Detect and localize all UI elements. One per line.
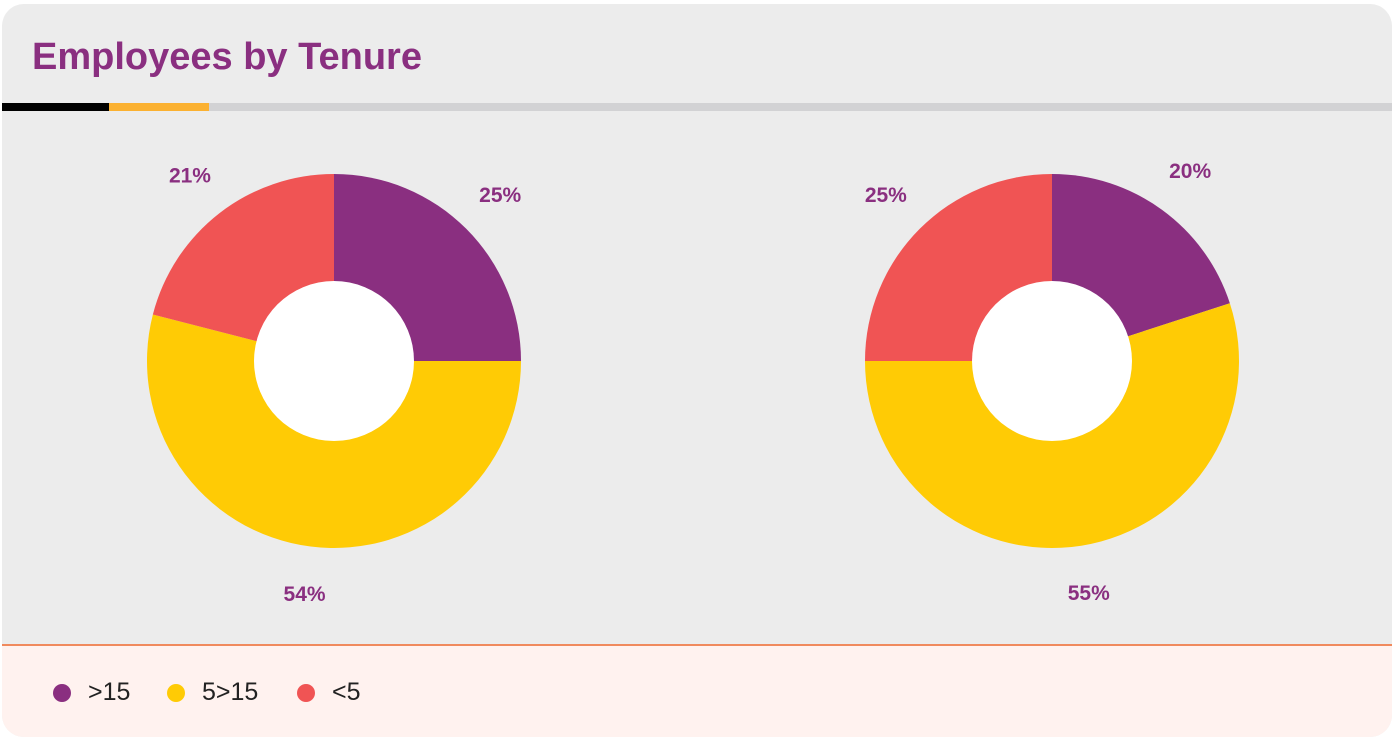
- chart-card: Employees by Tenure 25% 54% 21% 20% 55% 25% >…: [2, 4, 1392, 737]
- donut-hole: [254, 281, 414, 441]
- data-label: 21%: [169, 164, 211, 187]
- legend-label: >15: [88, 678, 131, 706]
- donut-charts: 25% 54% 21% 20% 55% 25%: [146, 160, 1239, 606]
- legend-item-5to15: 5>15: [167, 678, 258, 707]
- accent-bar-black: [2, 103, 109, 111]
- legend-item-gt15: >15: [53, 678, 130, 707]
- donut-hole: [972, 281, 1132, 441]
- chart-title: Employees by Tenure: [32, 36, 422, 78]
- accent-bar-orange: [109, 103, 209, 111]
- data-label: 55%: [1068, 582, 1110, 605]
- data-label: 20%: [1169, 160, 1211, 183]
- legend-item-lt5: <5: [297, 678, 361, 707]
- legend-dot: [53, 683, 71, 702]
- legend-dot: [297, 683, 315, 702]
- data-label: 25%: [865, 184, 907, 207]
- legend: >15 5>15 <5: [2, 644, 1392, 737]
- legend-label: <5: [332, 678, 361, 706]
- legend-dot: [167, 683, 185, 702]
- data-label: 25%: [479, 184, 521, 207]
- legend-label: 5>15: [202, 678, 259, 706]
- divider-bar: [209, 103, 1392, 111]
- data-label: 54%: [284, 583, 326, 606]
